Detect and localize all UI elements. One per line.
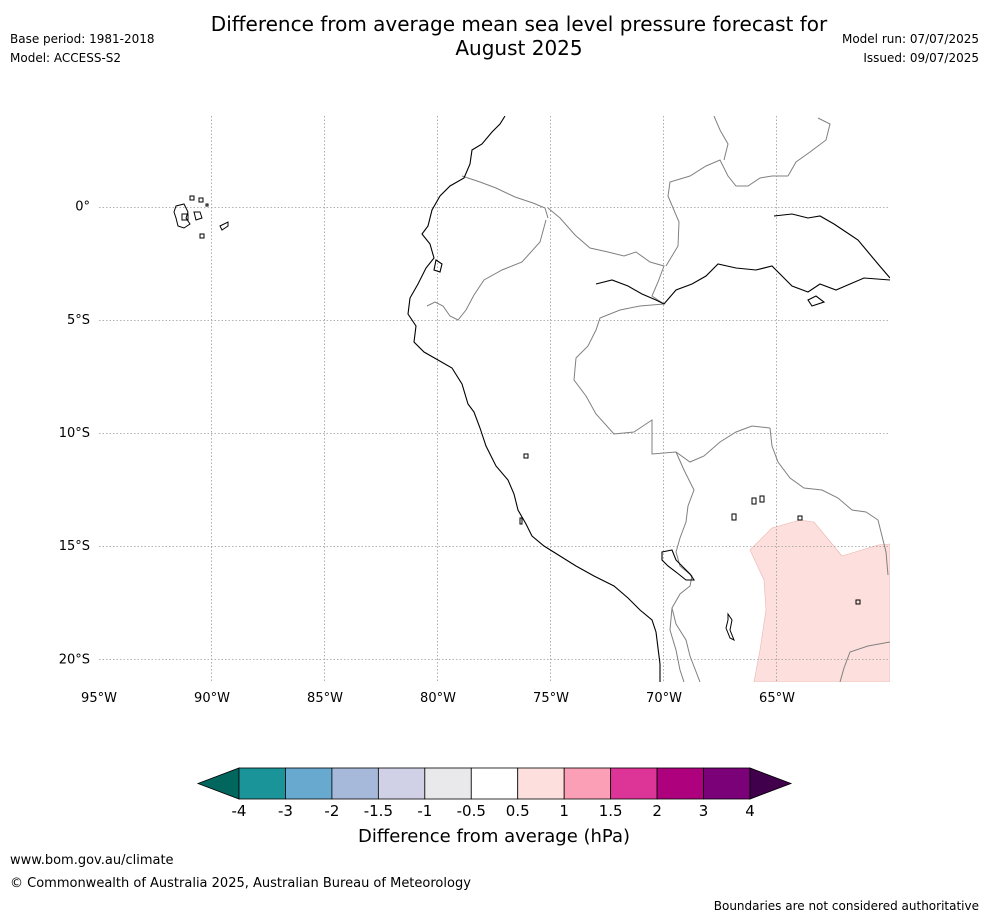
colorbar-bin [610, 767, 658, 800]
lake-7 [519, 517, 523, 525]
lake-3 [731, 513, 737, 521]
lon-tick-label: 65°W [759, 691, 795, 706]
lon-tick-label: 80°W [420, 691, 456, 706]
pacific-coast [407, 116, 661, 682]
colorbar-bin [470, 767, 519, 800]
san-cristobal-island [219, 221, 229, 231]
colorbar-tick-label: 4 [745, 802, 755, 820]
border-bolivia-brazil [769, 427, 889, 576]
lat-tick-label: 0° [75, 200, 90, 215]
border-peru-bolivia [671, 451, 701, 682]
pinta-island [198, 197, 204, 203]
colorbar-tick-label: 0.5 [506, 802, 530, 820]
colorbar-bin [285, 767, 333, 800]
base-period-label: Base period: 1981-2018 [10, 32, 155, 46]
bolivian-lakes [519, 453, 861, 642]
footer-url: www.bom.gov.au/climate [10, 853, 174, 868]
colorbar-bin [377, 767, 426, 800]
colorbar-tick-label: -0.5 [457, 802, 486, 820]
isabela-island [173, 203, 191, 229]
lat-tick-label: 15°S [59, 539, 90, 554]
colorbar-over-arrow [749, 767, 793, 800]
lon-tick-label: 75°W [533, 691, 569, 706]
lat-tick-label: 10°S [59, 426, 90, 441]
lon-tick-label: 85°W [307, 691, 343, 706]
border-bolivia-paraguay [839, 641, 890, 682]
colorbar-tick-label: -2 [324, 802, 339, 820]
national-borders [426, 116, 890, 682]
graticule-meridians [211, 116, 777, 682]
pressure-anomaly-region [749, 519, 890, 682]
colorbar-tick-label: 1.5 [599, 802, 623, 820]
colorbar-bin [703, 767, 751, 800]
lat-tick-label: 20°S [59, 652, 90, 667]
colorbar-tick-label: 3 [699, 802, 709, 820]
amazon-river [595, 263, 890, 305]
lake-1 [751, 497, 757, 505]
espanola-island [199, 233, 205, 239]
marchena-island [189, 195, 195, 201]
border-chile-bolivia [669, 607, 685, 682]
colorbar-tick-label: -1 [417, 802, 432, 820]
lake-poopo [725, 612, 735, 642]
coastlines [407, 116, 890, 682]
lat-tick-label: 5°S [67, 313, 90, 328]
colorbar-tick-label: 1 [559, 802, 569, 820]
santa-cruz-island [193, 211, 203, 221]
colorbar-bin [424, 767, 472, 800]
gulf-of-guayaquil [433, 259, 443, 273]
colorbar-bin [331, 767, 379, 800]
lake-4 [797, 515, 803, 521]
colorbar-bin [238, 767, 286, 800]
graticule-parallels [99, 207, 890, 660]
lon-tick-label: 70°W [646, 691, 682, 706]
colorbar-title: Difference from average (hPa) [357, 826, 631, 847]
fernandina-island [181, 213, 189, 221]
footer-note: Boundaries are not considered authoritat… [713, 899, 979, 913]
santiago-island [205, 203, 209, 207]
colorbar-tick-label: -3 [278, 802, 293, 820]
border-colombia-ecuador [461, 175, 549, 219]
colorbar-bin [517, 767, 565, 800]
border-ecuador-peru [426, 219, 547, 321]
border-colombia-venezuela [665, 159, 788, 267]
footer-copyright: © Commonwealth of Australia 2025, Austra… [10, 876, 471, 891]
colorbar-tick-label: -1.5 [364, 802, 393, 820]
border-colombia-brazil [547, 207, 665, 305]
model-label: Model: ACCESS-S2 [10, 51, 122, 65]
meta-right: Model run: 07/07/2025 Issued: 09/07/2025 [842, 31, 979, 69]
lon-tick-label: 90°W [194, 691, 230, 706]
colorbar-tick-label: -4 [232, 802, 247, 820]
lake-titicaca [661, 549, 696, 581]
colorbar-under-arrow [196, 767, 240, 800]
meta-left: Base period: 1981-2018 Model: ACCESS-S2 [10, 31, 155, 69]
rio-negro [773, 213, 890, 279]
map-area [99, 116, 890, 682]
longitude-labels: 95°W 90°W 85°W 80°W 75°W 70°W 65°W [81, 691, 795, 706]
colorbar-bin [656, 767, 704, 800]
lon-tick-label: 95°W [81, 691, 117, 706]
colorbar-tick-label: 2 [652, 802, 662, 820]
issued-label: Issued: 09/07/2025 [863, 51, 979, 65]
colorbar: -4 -3 -2 -1.5 -1 -0.5 0.5 1 1.5 2 3 4 [196, 767, 793, 820]
galapagos-islands [173, 195, 229, 239]
colorbar-bin [563, 767, 612, 800]
chart-title: Difference from average mean sea level p… [210, 12, 828, 60]
lake-2 [759, 495, 765, 503]
model-run-label: Model run: 07/07/2025 [841, 32, 979, 46]
border-venezuela-north [713, 116, 831, 177]
border-peru-brazil [573, 303, 771, 463]
amazon-channel-small [807, 295, 826, 307]
lake-6 [523, 453, 529, 459]
lake-5 [855, 599, 861, 605]
latitude-labels: 0° 5°S 10°S 15°S 20°S [59, 200, 90, 668]
